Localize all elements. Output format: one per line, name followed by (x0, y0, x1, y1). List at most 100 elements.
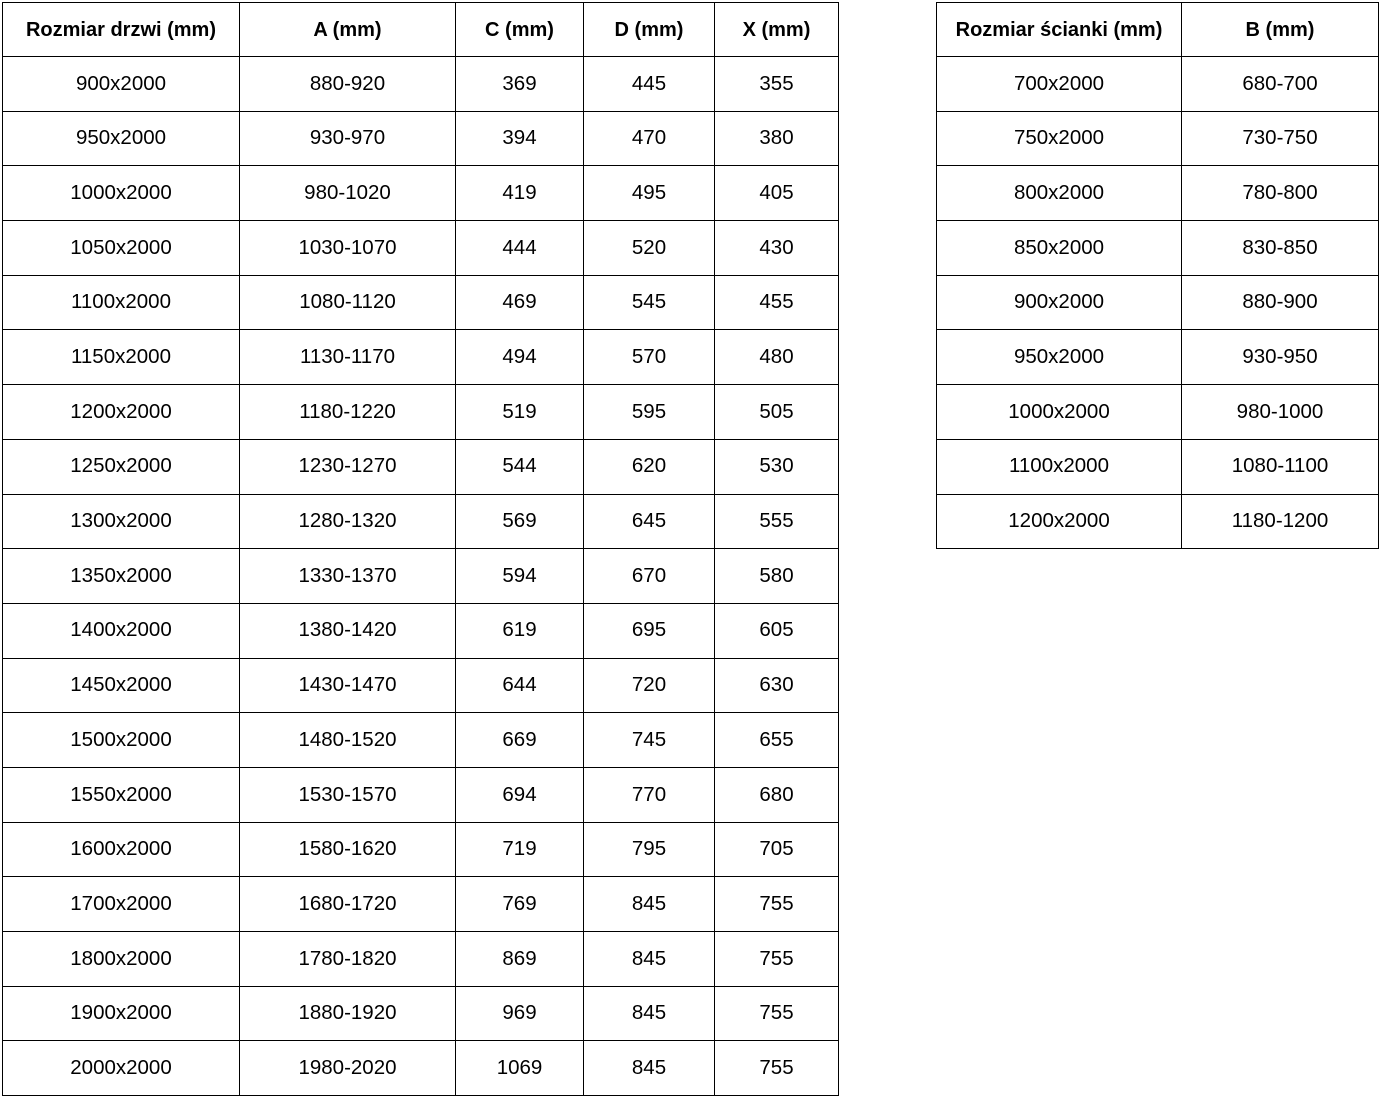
cell-c: 519 (455, 384, 584, 440)
cell-d: 470 (583, 110, 715, 167)
cell-d: 745 (583, 712, 715, 768)
cell-x: 655 (714, 712, 839, 768)
cell-door-size: 1450x2000 (2, 657, 240, 714)
cell-a: 1280-1320 (239, 493, 456, 550)
cell-door-size: 1050x2000 (2, 220, 240, 276)
cell-d: 845 (583, 985, 715, 1042)
table-row: 900x2000 880-920 369 445 355 (2, 56, 839, 112)
table-row: 1600x2000 1580-1620 719 795 705 (2, 821, 839, 878)
cell-d: 770 (583, 766, 715, 823)
table-row: 1050x2000 1030-1070 444 520 430 (2, 220, 839, 276)
cell-x: 405 (714, 165, 839, 222)
cell-d: 595 (583, 384, 715, 440)
cell-a: 1180-1220 (239, 384, 456, 440)
cell-x: 455 (714, 274, 839, 331)
cell-door-size: 1350x2000 (2, 548, 240, 604)
cell-b: 930-950 (1181, 329, 1379, 386)
cell-b: 780-800 (1181, 165, 1379, 222)
cell-c: 769 (455, 876, 584, 932)
table-row: 1200x2000 1180-1200 (936, 493, 1379, 550)
cell-a: 1230-1270 (239, 438, 456, 495)
cell-d: 670 (583, 548, 715, 604)
cell-x: 430 (714, 220, 839, 276)
cell-door-size: 950x2000 (2, 110, 240, 167)
cell-wall-size: 750x2000 (936, 110, 1182, 167)
cell-c: 594 (455, 548, 584, 604)
cell-door-size: 1700x2000 (2, 876, 240, 932)
cell-a: 1480-1520 (239, 712, 456, 768)
table-row: 1450x2000 1430-1470 644 720 630 (2, 657, 839, 714)
cell-d: 845 (583, 1040, 715, 1096)
cell-a: 1980-2020 (239, 1040, 456, 1096)
column-header-door-size: Rozmiar drzwi (mm) (2, 2, 240, 57)
column-header-c: C (mm) (455, 2, 584, 57)
column-header-x: X (mm) (714, 2, 839, 57)
cell-a: 1030-1070 (239, 220, 456, 276)
table-row: 1500x2000 1480-1520 669 745 655 (2, 712, 839, 768)
cell-c: 494 (455, 329, 584, 386)
cell-x: 555 (714, 493, 839, 550)
cell-b: 980-1000 (1181, 384, 1379, 440)
cell-wall-size: 1100x2000 (936, 438, 1182, 495)
cell-a: 930-970 (239, 110, 456, 167)
cell-c: 619 (455, 602, 584, 659)
cell-b: 1080-1100 (1181, 438, 1379, 495)
cell-wall-size: 1000x2000 (936, 384, 1182, 440)
cell-door-size: 900x2000 (2, 56, 240, 112)
table-row: 800x2000 780-800 (936, 165, 1379, 222)
cell-x: 580 (714, 548, 839, 604)
cell-c: 469 (455, 274, 584, 331)
table-row: 1000x2000 980-1020 419 495 405 (2, 165, 839, 222)
cell-d: 545 (583, 274, 715, 331)
cell-x: 755 (714, 1040, 839, 1096)
cell-c: 369 (455, 56, 584, 112)
cell-c: 394 (455, 110, 584, 167)
cell-c: 419 (455, 165, 584, 222)
wall-size-table-header: Rozmiar ścianki (mm) B (mm) (936, 2, 1379, 57)
table-row: 1000x2000 980-1000 (936, 384, 1379, 440)
column-header-d: D (mm) (583, 2, 715, 57)
cell-wall-size: 850x2000 (936, 220, 1182, 276)
door-size-table: Rozmiar drzwi (mm) A (mm) C (mm) D (mm) … (2, 2, 839, 1096)
cell-x: 505 (714, 384, 839, 440)
cell-c: 544 (455, 438, 584, 495)
cell-b: 680-700 (1181, 56, 1379, 112)
table-row: 1350x2000 1330-1370 594 670 580 (2, 548, 839, 604)
door-size-table-body: 900x2000 880-920 369 445 355 950x2000 930-970 3… (2, 56, 839, 1096)
cell-x: 755 (714, 985, 839, 1042)
table-row: 1300x2000 1280-1320 569 645 555 (2, 493, 839, 550)
cell-door-size: 1400x2000 (2, 602, 240, 659)
cell-x: 680 (714, 766, 839, 823)
cell-x: 755 (714, 931, 839, 987)
table-row: 900x2000 880-900 (936, 274, 1379, 331)
wall-size-table-body: 700x2000 680-700 750x2000 730-750 800x2000 78… (936, 56, 1379, 550)
cell-door-size: 1200x2000 (2, 384, 240, 440)
cell-door-size: 1150x2000 (2, 329, 240, 386)
table-row: 1700x2000 1680-1720 769 845 755 (2, 876, 839, 932)
cell-d: 445 (583, 56, 715, 112)
cell-x: 705 (714, 821, 839, 878)
cell-d: 795 (583, 821, 715, 878)
table-row: 850x2000 830-850 (936, 220, 1379, 276)
table-row: 1900x2000 1880-1920 969 845 755 (2, 985, 839, 1042)
cell-a: 1880-1920 (239, 985, 456, 1042)
table-row: 700x2000 680-700 (936, 56, 1379, 112)
cell-a: 880-920 (239, 56, 456, 112)
cell-door-size: 1250x2000 (2, 438, 240, 495)
cell-c: 694 (455, 766, 584, 823)
cell-x: 355 (714, 56, 839, 112)
cell-a: 1680-1720 (239, 876, 456, 932)
cell-d: 520 (583, 220, 715, 276)
column-header-b: B (mm) (1181, 2, 1379, 57)
table-row: 1800x2000 1780-1820 869 845 755 (2, 931, 839, 987)
cell-b: 880-900 (1181, 274, 1379, 331)
cell-x: 630 (714, 657, 839, 714)
table-row: 1250x2000 1230-1270 544 620 530 (2, 438, 839, 495)
table-row: 950x2000 930-950 (936, 329, 1379, 386)
cell-b: 830-850 (1181, 220, 1379, 276)
table-row: 1400x2000 1380-1420 619 695 605 (2, 602, 839, 659)
table-header-row: Rozmiar ścianki (mm) B (mm) (936, 2, 1379, 57)
cell-a: 1080-1120 (239, 274, 456, 331)
cell-a: 1130-1170 (239, 329, 456, 386)
